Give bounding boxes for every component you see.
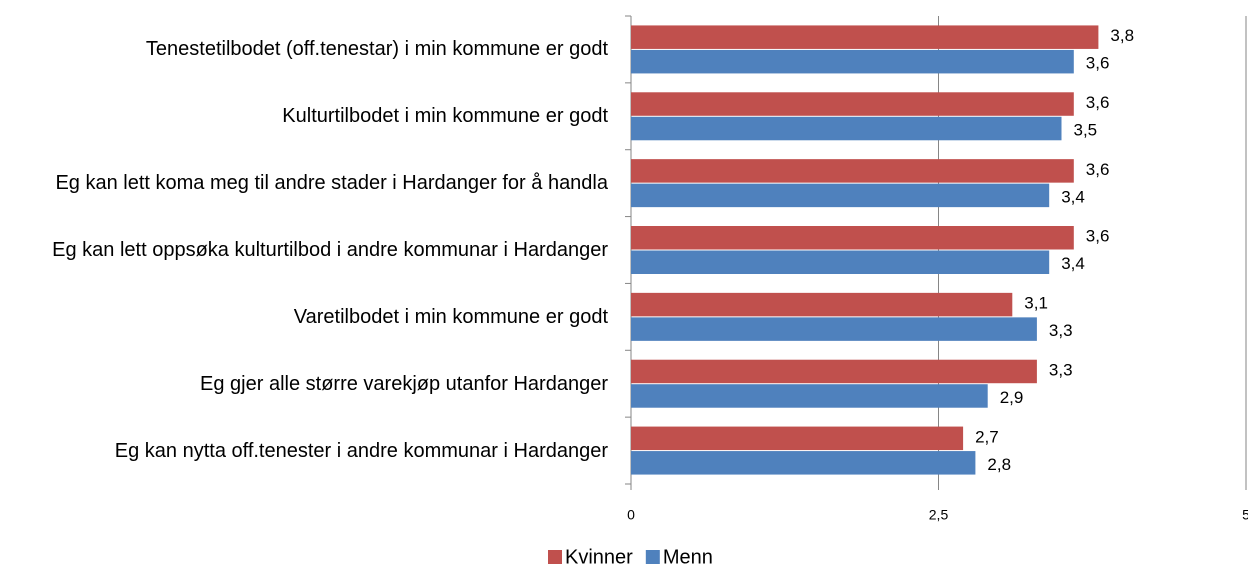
category-label: Eg kan nytta off.tenester i andre kommun…	[0, 417, 608, 484]
category-label: Eg kan lett oppsøka kulturtilbod i andre…	[0, 217, 608, 284]
category-text: Eg kan lett oppsøka kulturtilbod i andre…	[52, 238, 608, 261]
legend-label: Menn	[663, 546, 713, 568]
category-label: Eg kan lett koma meg til andre stader i …	[0, 150, 608, 217]
category-text: Kulturtilbodet i min kommune er godt	[282, 105, 608, 128]
x-tick-label: 5	[1242, 507, 1248, 523]
bar	[631, 183, 1050, 208]
bar	[631, 317, 1037, 341]
category-label: Kulturtilbodet i min kommune er godt	[0, 83, 608, 150]
data-label: 3,8	[1110, 26, 1134, 45]
data-label: 3,4	[1061, 254, 1085, 273]
data-label: 3,3	[1049, 360, 1073, 379]
category-label: Varetilbodet i min kommune er godt	[0, 283, 608, 350]
legend-swatch	[645, 550, 660, 564]
data-label: 2,9	[1000, 388, 1024, 407]
bar	[631, 359, 1037, 384]
data-label: 3,4	[1061, 187, 1085, 206]
data-label: 3,1	[1024, 294, 1048, 313]
legend-swatch	[548, 550, 562, 564]
bar	[631, 451, 976, 475]
data-label: 3,6	[1086, 93, 1110, 112]
bar	[631, 49, 1074, 74]
x-tick-label: 0	[627, 507, 635, 523]
category-label: Eg gjer alle større varekjøp utanfor Har…	[0, 350, 608, 417]
bar	[631, 250, 1050, 274]
data-label: 2,8	[987, 455, 1011, 474]
category-label: Tenestetilbodet (off.tenestar) i min kom…	[0, 16, 608, 83]
bar	[631, 226, 1074, 250]
data-label: 3,3	[1049, 321, 1073, 340]
data-label: 3,6	[1086, 160, 1110, 179]
bar	[631, 292, 1013, 317]
bar	[631, 116, 1062, 141]
category-text: Varetilbodet i min kommune er godt	[293, 305, 608, 328]
bar	[631, 92, 1074, 116]
x-tick-label: 2,5	[929, 507, 949, 523]
bar	[631, 159, 1074, 183]
data-label: 3,6	[1086, 227, 1110, 246]
legend-label: Kvinner	[565, 546, 633, 568]
data-label: 2,7	[975, 427, 999, 446]
category-text: Tenestetilbodet (off.tenestar) i min kom…	[145, 38, 608, 61]
bar	[631, 426, 964, 451]
bar	[631, 25, 1099, 49]
bar	[631, 384, 988, 408]
data-label: 3,5	[1074, 121, 1098, 140]
category-text: Eg kan nytta off.tenester i andre kommun…	[114, 439, 608, 462]
data-label: 3,6	[1086, 54, 1110, 73]
category-text: Eg kan lett koma meg til andre stader i …	[55, 172, 608, 195]
category-text: Eg gjer alle større varekjøp utanfor Har…	[200, 372, 608, 395]
